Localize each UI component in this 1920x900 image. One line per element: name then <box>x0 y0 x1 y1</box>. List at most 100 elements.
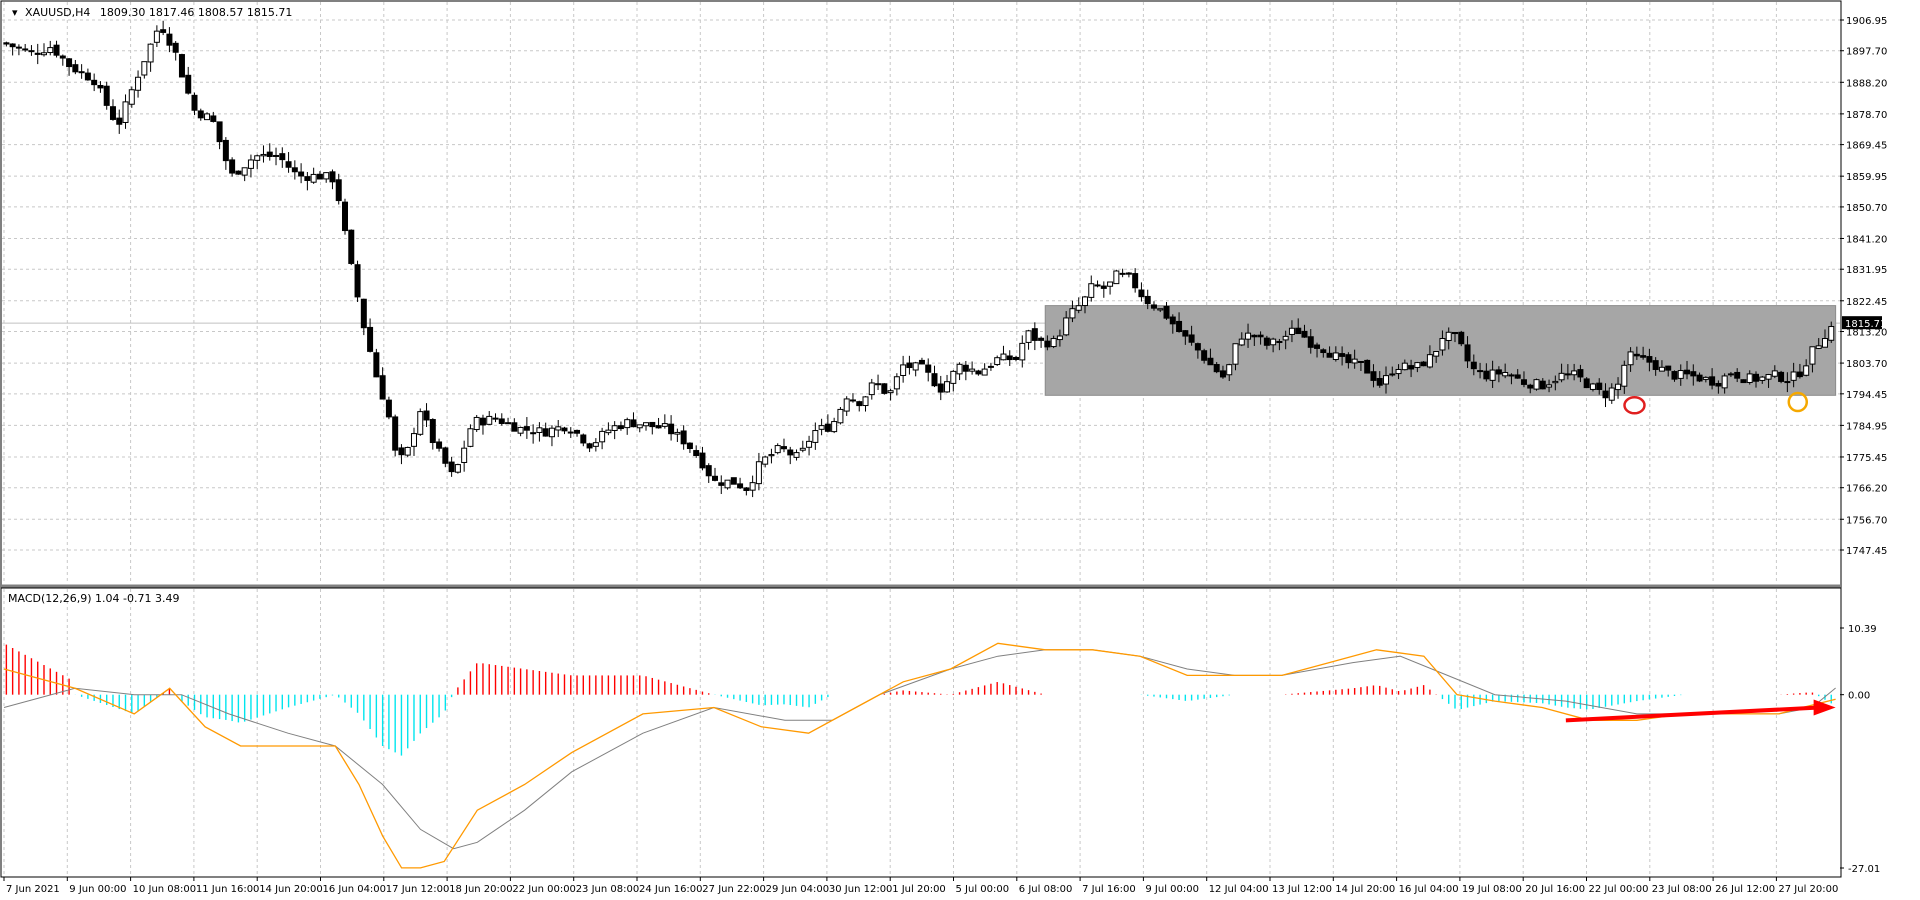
candle-bull <box>1759 376 1766 381</box>
candle-bear <box>28 50 35 53</box>
price-tick-label: 1897.70 <box>1846 47 1887 58</box>
candle-bear <box>1527 384 1534 389</box>
time-tick-label: 26 Jul 12:00 <box>1715 884 1775 895</box>
candle-bear <box>505 422 512 425</box>
candle-bear <box>266 151 273 157</box>
candle-bull <box>862 396 869 407</box>
macd-tick-label: -27.01 <box>1848 864 1880 875</box>
candle-bull <box>774 445 781 454</box>
candle-bull <box>1276 341 1283 344</box>
candle-bull <box>636 424 643 429</box>
candle-bear <box>787 449 794 456</box>
candle-bull <box>22 48 29 51</box>
candle-bear <box>574 429 581 434</box>
time-tick-label: 7 Jun 2021 <box>6 884 60 895</box>
candle-bear <box>342 201 349 232</box>
candle-bull <box>831 421 838 433</box>
candle-bear <box>511 422 518 432</box>
candle-bull <box>1477 370 1484 373</box>
candle-bear <box>699 452 706 469</box>
candle-bear <box>360 298 367 329</box>
candle-bull <box>994 357 1001 366</box>
candle-bull <box>1426 354 1433 368</box>
candle-bear <box>1370 371 1377 381</box>
macd-tick-label: 0.00 <box>1848 691 1870 702</box>
price-tick-label: 1841.20 <box>1846 234 1887 245</box>
candle-bear <box>1251 334 1258 338</box>
candle-bear <box>197 110 204 119</box>
candle-bear <box>172 42 179 53</box>
time-tick-label: 27 Jun 22:00 <box>702 884 766 895</box>
candle-bull <box>1282 335 1289 341</box>
candle-bull <box>1238 338 1245 346</box>
candle-bear <box>1295 327 1302 335</box>
candle-bear <box>1376 378 1383 386</box>
candle-bear <box>718 482 725 486</box>
candle-bear <box>630 419 637 428</box>
candle-bear <box>1652 360 1659 370</box>
candle-bear <box>1326 352 1333 358</box>
candle-bull <box>254 155 261 161</box>
price-tick-label: 1756.70 <box>1846 515 1887 526</box>
candle-bear <box>1163 305 1170 319</box>
candle-bull <box>1765 374 1772 380</box>
candle-bear <box>442 447 449 464</box>
candle-bear <box>1132 273 1139 289</box>
candle-bear <box>1357 361 1364 364</box>
candle-bear <box>97 84 104 89</box>
candle-bear <box>1665 365 1672 371</box>
candle-bear <box>686 442 693 450</box>
macd-axis: 10.39 0.00 -27.01 <box>1840 624 1880 875</box>
dropdown-triangle-icon[interactable]: ▾ <box>12 6 18 19</box>
candle-bull <box>1383 375 1390 385</box>
candle-bear <box>1169 316 1176 325</box>
candle-bear <box>1013 356 1020 360</box>
candle-bear <box>1182 330 1189 337</box>
candle-bear <box>1201 350 1208 361</box>
candle-bear <box>824 423 831 432</box>
candle-bear <box>1520 379 1527 385</box>
candle-bull <box>724 479 731 489</box>
time-tick-label: 5 Jul 00:00 <box>956 884 1010 895</box>
candle-bear <box>1602 390 1609 399</box>
candle-bear <box>316 173 323 180</box>
candle-bull <box>768 454 775 457</box>
candle-bear <box>185 74 192 94</box>
candle-bear <box>542 428 549 437</box>
candle-bear <box>561 427 568 432</box>
candle-bull <box>1113 270 1120 285</box>
time-tick-label: 17 Jun 12:00 <box>386 884 450 895</box>
candle-bull <box>1232 343 1239 365</box>
candle-bear <box>1301 330 1308 338</box>
candle-bear <box>436 441 443 449</box>
candle-bull <box>1081 296 1088 307</box>
time-tick-label: 11 Jun 16:00 <box>196 884 260 895</box>
candle-bull <box>241 167 248 176</box>
candle-bear <box>1176 320 1183 333</box>
candle-bear <box>1727 373 1734 376</box>
time-tick-label: 14 Jul 20:00 <box>1335 884 1395 895</box>
candle-bull <box>1414 362 1421 368</box>
candle-bear <box>1138 289 1145 298</box>
candle-bear <box>668 423 675 435</box>
candle-bull <box>204 113 211 121</box>
candle-bear <box>962 364 969 372</box>
candle-bull <box>1107 281 1114 287</box>
time-tick-label: 16 Jul 04:00 <box>1399 884 1459 895</box>
price-tick-label: 1813.20 <box>1846 328 1887 339</box>
candle-bear <box>712 475 719 481</box>
candle-bear <box>304 176 311 181</box>
candle-bull <box>944 381 951 393</box>
candle-bear <box>567 431 574 434</box>
candle-bear <box>1458 331 1465 345</box>
candle-bull <box>1063 317 1070 336</box>
candle-bear <box>530 432 537 435</box>
candle-bull <box>837 408 844 424</box>
candle-bear <box>931 373 938 387</box>
main-panel-frame <box>0 0 1842 586</box>
candle-bull <box>1746 373 1753 383</box>
price-tick-label: 1906.95 <box>1846 16 1887 27</box>
candle-bear <box>392 416 399 451</box>
